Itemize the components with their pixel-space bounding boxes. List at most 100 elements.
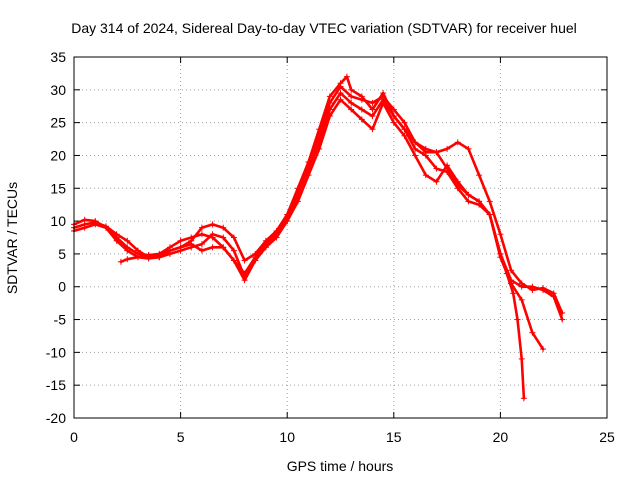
y-tick-label: 10 [50, 213, 66, 229]
data-point [369, 106, 376, 113]
data-point [454, 181, 461, 188]
data-point [380, 99, 387, 106]
data-point [510, 290, 517, 297]
data-point [497, 231, 504, 238]
data-point [348, 106, 355, 113]
y-tick-label: 15 [50, 180, 66, 196]
data-point [124, 247, 131, 254]
data-point [529, 329, 536, 336]
data-point [497, 250, 504, 257]
data-point [401, 119, 408, 126]
series-day-c [71, 96, 547, 353]
data-point [252, 257, 259, 264]
data-point [230, 257, 237, 264]
data-point [559, 316, 566, 323]
data-point [358, 93, 365, 100]
data-point [337, 90, 344, 97]
data-point [316, 145, 323, 152]
data-point [134, 254, 141, 261]
data-point [503, 270, 510, 277]
data-point [220, 244, 227, 251]
data-point [380, 90, 387, 97]
data-point [316, 126, 323, 133]
data-point [343, 73, 350, 80]
x-tick-label: 15 [386, 429, 402, 445]
data-point [92, 221, 99, 228]
plot-frame [73, 56, 608, 419]
data-point [465, 191, 472, 198]
data-point [326, 113, 333, 120]
series-line [72, 85, 564, 315]
series-layer [71, 73, 566, 402]
data-point [348, 93, 355, 100]
series-line [72, 98, 545, 351]
data-point [166, 247, 173, 254]
data-point [390, 119, 397, 126]
data-point [348, 99, 355, 106]
data-point [348, 86, 355, 93]
data-point [198, 247, 205, 254]
data-point [145, 252, 152, 259]
data-point [305, 159, 312, 166]
data-point [305, 172, 312, 179]
data-point [465, 145, 472, 152]
data-point [422, 172, 429, 179]
data-point [401, 126, 408, 133]
data-point [326, 93, 333, 100]
series-day-b [71, 83, 566, 316]
y-tick-label: 25 [50, 115, 66, 131]
data-point [486, 198, 493, 205]
data-point [518, 296, 525, 303]
data-point [540, 285, 547, 292]
data-point [454, 139, 461, 146]
data-point [230, 247, 237, 254]
data-point [134, 247, 141, 254]
data-point [262, 241, 269, 248]
x-tick-label: 25 [599, 429, 615, 445]
data-point [540, 346, 547, 353]
data-point [177, 244, 184, 251]
data-point [124, 237, 131, 244]
data-point [220, 234, 227, 241]
data-point [113, 237, 120, 244]
y-tick-label: 20 [50, 147, 66, 163]
data-point [358, 106, 365, 113]
data-point [390, 113, 397, 120]
data-point [209, 244, 216, 251]
data-point [369, 113, 376, 120]
data-point [188, 241, 195, 248]
data-point [508, 267, 515, 274]
data-point [369, 126, 376, 133]
x-tick-label: 10 [279, 429, 295, 445]
series-line [72, 91, 564, 321]
data-point [156, 254, 163, 261]
y-tick-label: -5 [54, 312, 67, 328]
data-point [412, 152, 419, 159]
data-point [412, 139, 419, 146]
grid-layer [74, 57, 607, 418]
data-point [198, 241, 205, 248]
y-tick-label: -20 [46, 410, 66, 426]
data-point [124, 256, 131, 263]
data-point [433, 178, 440, 185]
data-point [559, 309, 566, 316]
data-point [273, 231, 280, 238]
y-tick-label: 35 [50, 49, 66, 65]
data-point [102, 224, 109, 231]
data-point [284, 218, 291, 225]
data-point [550, 290, 557, 297]
data-point [177, 237, 184, 244]
data-point [337, 96, 344, 103]
data-point [465, 198, 472, 205]
data-point [476, 172, 483, 179]
data-point [520, 395, 527, 402]
data-point [220, 224, 227, 231]
data-point [433, 149, 440, 156]
data-point [444, 145, 451, 152]
chart-title: Day 314 of 2024, Sidereal Day-to-day VTE… [71, 20, 577, 36]
data-point [433, 165, 440, 172]
data-point [337, 80, 344, 87]
data-point [401, 132, 408, 139]
